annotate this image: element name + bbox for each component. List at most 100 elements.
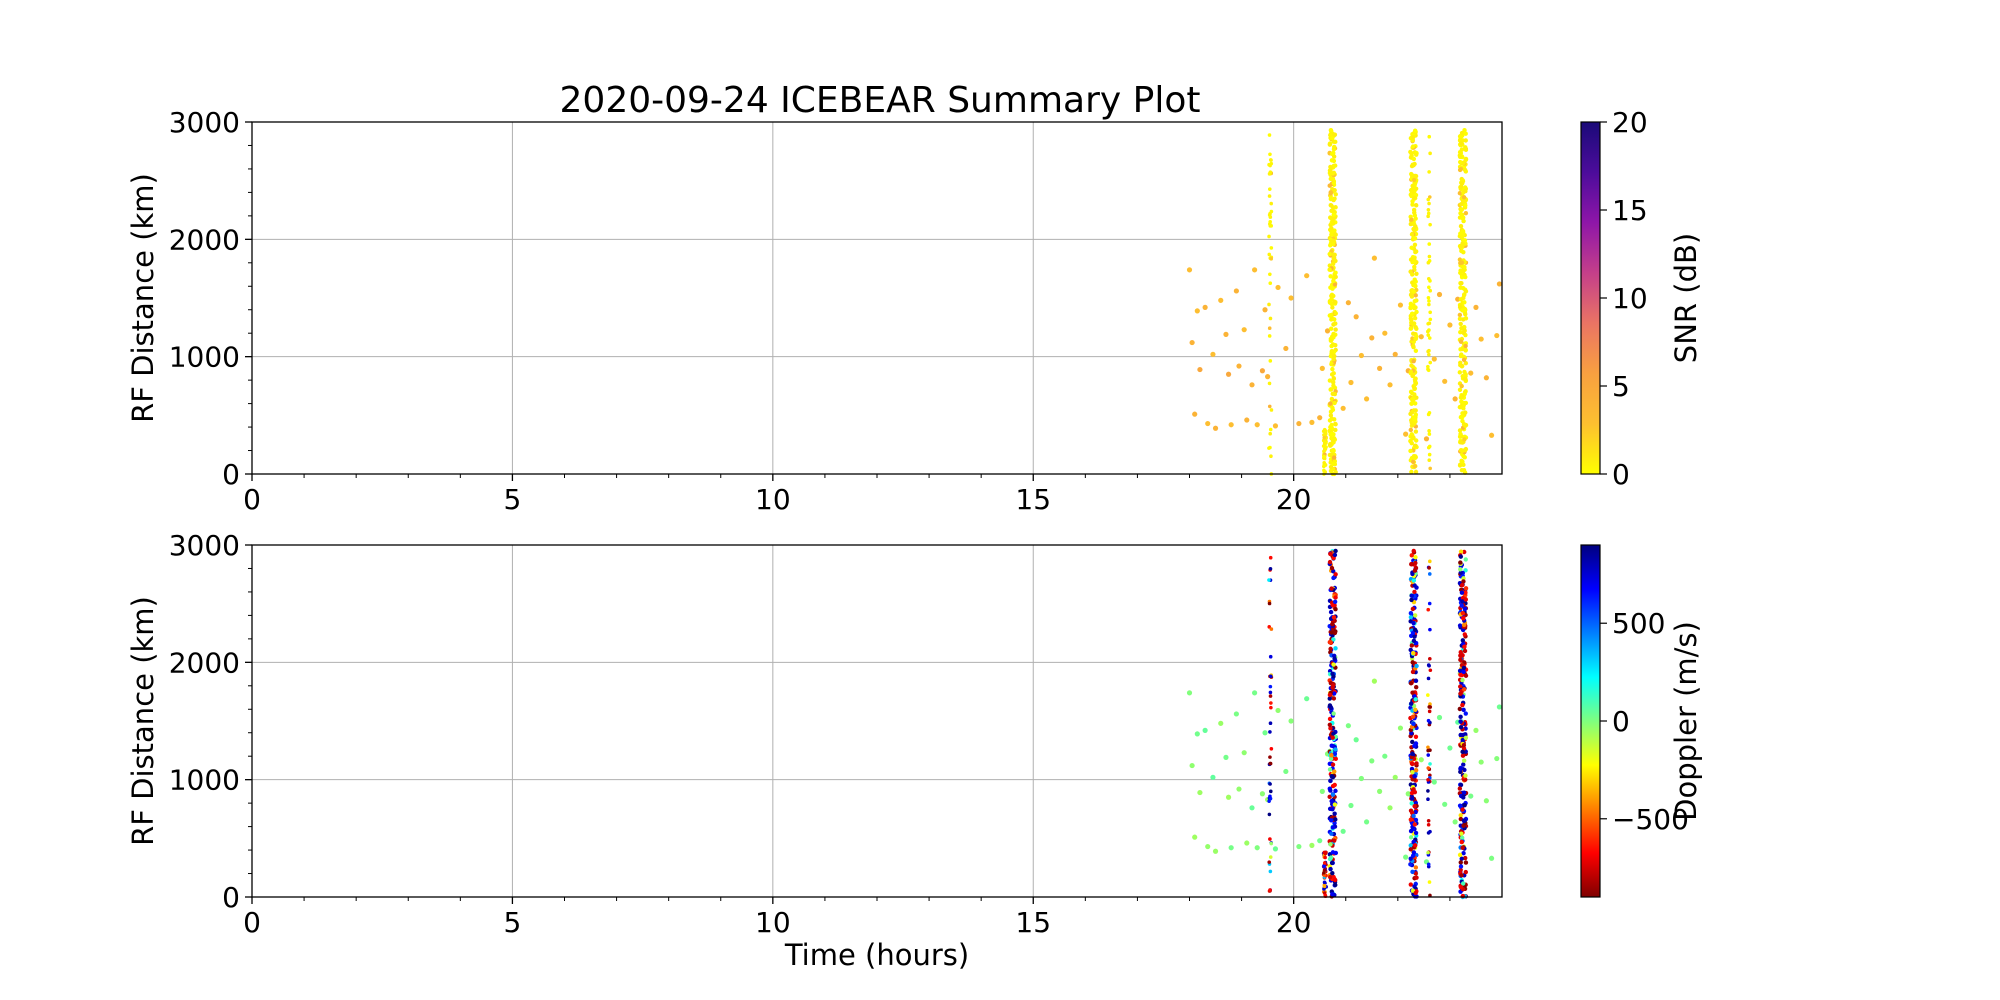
scatter-point: [1353, 314, 1359, 320]
scatter-point: [1331, 637, 1336, 642]
scatter-point: [1269, 747, 1274, 751]
scatter-point: [1333, 258, 1338, 264]
scatter-point: [1447, 745, 1453, 751]
scatter-point: [1458, 766, 1463, 771]
scatter-point: [1463, 274, 1468, 280]
scatter-point: [1463, 131, 1468, 136]
scatter-point: [1212, 425, 1219, 431]
scatter-point: [1461, 707, 1466, 713]
grid-lines: [251, 544, 1502, 898]
scatter-point: [1333, 192, 1338, 197]
scatter-point: [1436, 714, 1443, 721]
y-tick-label: 2000: [169, 646, 240, 679]
scatter-point: [1458, 150, 1464, 156]
scatter-point: [1413, 348, 1419, 353]
scatter-point: [1460, 243, 1465, 249]
scatter-point: [1462, 802, 1467, 808]
scatter-point: [1410, 396, 1416, 402]
doppler-panel: 0 5 10 15 20 0 1000 2000 3000 RF Distance (km) Tim…: [126, 529, 1703, 972]
scatter-point: [1458, 211, 1463, 216]
scatter-point: [1410, 183, 1415, 189]
colorbar-tick-label: 15: [1612, 194, 1648, 227]
scatter-point: [1332, 656, 1337, 661]
scatter-point: [1267, 446, 1271, 450]
scatter-point: [1327, 794, 1332, 800]
scatter-point: [1330, 342, 1336, 347]
scatter-point: [1268, 789, 1273, 794]
scatter-point: [1331, 674, 1336, 679]
scatter-point: [1463, 410, 1468, 415]
scatter-point: [1330, 405, 1335, 410]
scatter-point: [1410, 311, 1415, 316]
y-tick-label: 3000: [169, 529, 240, 562]
plot-frame: [251, 121, 1503, 475]
scatter-point: [1413, 809, 1418, 815]
scatter-point: [1408, 828, 1414, 834]
scatter-point: [1319, 365, 1325, 371]
scatter-point: [1459, 141, 1464, 146]
scatter-point: [1332, 163, 1338, 168]
scatter-point: [1331, 212, 1336, 217]
scatter-point: [1268, 755, 1272, 759]
scatter-point: [1427, 663, 1431, 668]
scatter-point: [1330, 825, 1336, 830]
scatter-point: [1322, 433, 1326, 437]
scatter-point: [1457, 304, 1463, 310]
scatter-point: [1268, 694, 1273, 698]
scatter-point: [1409, 232, 1415, 237]
scatter-point: [1392, 774, 1398, 780]
scatter-point: [1427, 452, 1432, 457]
scatter-point: [1408, 438, 1413, 444]
scatter-point: [1330, 171, 1336, 176]
scatter-point: [1458, 691, 1463, 696]
scatter-point: [1463, 389, 1468, 394]
scatter-point: [1428, 668, 1433, 673]
scatter-point: [1330, 735, 1335, 740]
scatter-point: [1494, 332, 1500, 339]
scatter-point: [1442, 378, 1448, 384]
scatter-point: [1428, 829, 1432, 834]
scatter-point: [1478, 336, 1484, 342]
scatter-point: [1462, 369, 1467, 375]
scatter-point: [1457, 387, 1463, 392]
scatter-point: [1304, 696, 1310, 702]
scatter-point: [1428, 627, 1432, 632]
scatter-point: [1267, 601, 1272, 606]
scatter-point: [1461, 576, 1466, 581]
scatter-point: [1333, 270, 1338, 275]
x-tick-label: 15: [1015, 906, 1051, 939]
scatter-point: [1377, 788, 1383, 795]
scatter-point: [1414, 152, 1419, 157]
scatter-point: [1249, 805, 1255, 811]
scatter-point: [1241, 750, 1247, 756]
scatter-point: [1457, 316, 1463, 322]
scatter-point: [1283, 345, 1289, 352]
scatter-point: [1412, 420, 1417, 425]
scatter-point: [1268, 431, 1273, 436]
scatter-point: [1468, 793, 1474, 799]
scatter-point: [1459, 202, 1464, 207]
chart-title: 2020-09-24 ICEBEAR Summary Plot: [560, 80, 1201, 121]
scatter-point: [1412, 195, 1417, 201]
scatter-point: [1458, 321, 1463, 327]
scatter-point: [1322, 861, 1327, 865]
scatter-point: [1428, 559, 1432, 564]
scatter-point: [1189, 339, 1195, 346]
scatter-point: [1332, 144, 1337, 150]
scatter-point: [1463, 138, 1468, 143]
scatter-point: [1412, 277, 1417, 282]
scatter-point: [1333, 756, 1338, 762]
scatter-point: [1428, 773, 1432, 778]
scatter-point: [1322, 435, 1327, 440]
scatter-point: [1460, 440, 1465, 445]
scatter-point: [1328, 387, 1333, 392]
scatter-point: [1331, 180, 1336, 186]
scatter-point: [1461, 357, 1467, 363]
scatter-point: [1460, 845, 1465, 850]
y-tick-label: 3000: [169, 106, 240, 139]
scatter-point: [1461, 665, 1467, 671]
scatter-point: [1462, 549, 1467, 555]
scatter-point: [1330, 602, 1335, 608]
scatter-point: [1192, 411, 1198, 417]
scatter-point: [1442, 801, 1448, 807]
